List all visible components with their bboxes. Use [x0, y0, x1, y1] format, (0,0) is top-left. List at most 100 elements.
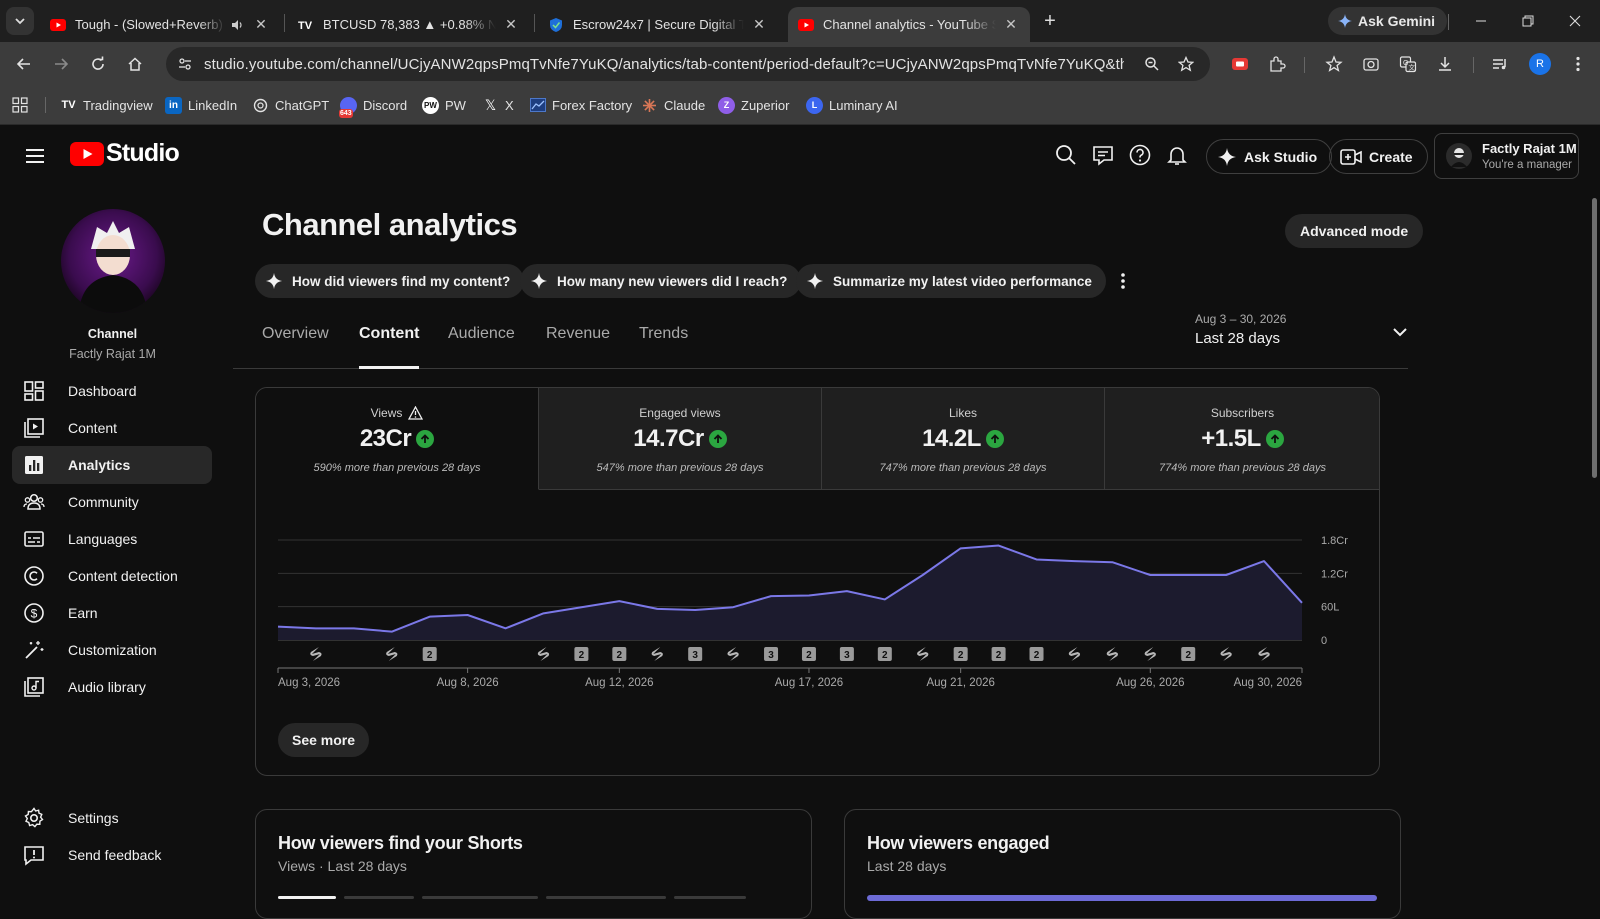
- date-range-picker[interactable]: Aug 3 – 30, 2026 Last 28 days: [1195, 312, 1286, 347]
- bookmark-x[interactable]: 𝕏 X: [482, 94, 514, 116]
- page-scrollbar[interactable]: [1590, 184, 1600, 900]
- tab-revenue[interactable]: Revenue: [546, 325, 610, 369]
- back-button[interactable]: [10, 50, 38, 78]
- more-vert-icon[interactable]: [1564, 50, 1592, 78]
- comments-button[interactable]: [1089, 141, 1117, 169]
- extension-red-icon[interactable]: [1226, 50, 1254, 78]
- browser-tab-studio[interactable]: Channel analytics - YouTube Studio ✕: [788, 7, 1030, 42]
- site-info-icon[interactable]: [170, 49, 200, 79]
- close-tab-icon[interactable]: ✕: [753, 16, 765, 32]
- help-button[interactable]: [1126, 141, 1154, 169]
- upload-count-marker: [422, 647, 437, 661]
- restore-icon[interactable]: [1513, 8, 1543, 34]
- advanced-mode-button[interactable]: Advanced mode: [1285, 214, 1424, 248]
- y-tick-label: 1.8Cr: [1321, 535, 1348, 547]
- notifications-button[interactable]: [1163, 141, 1191, 169]
- ask-studio-label: Ask Studio: [1244, 148, 1318, 165]
- tab-audience[interactable]: Audience: [448, 325, 515, 369]
- bookmark-chatgpt[interactable]: ChatGPT: [252, 94, 329, 116]
- see-more-button[interactable]: See more: [278, 723, 370, 757]
- home-button[interactable]: [121, 50, 149, 78]
- metric-views[interactable]: Views 23Cr 590% more than previous 28 da…: [256, 388, 539, 490]
- ask-gemini-button[interactable]: Ask Gemini: [1328, 7, 1448, 35]
- sidebar-item-settings[interactable]: Settings: [12, 799, 212, 837]
- tab-search-button[interactable]: [6, 7, 34, 35]
- tab-separator: [284, 14, 285, 32]
- account-switcher[interactable]: Factly Rajat 1M You're a manager: [1434, 133, 1579, 179]
- arrow-right-icon: [55, 58, 69, 70]
- sidebar-item-audio-library[interactable]: Audio library: [12, 668, 212, 706]
- sidebar-item-earn[interactable]: $ Earn: [12, 594, 212, 632]
- metric-likes[interactable]: Likes 14.2L 747% more than previous 28 d…: [822, 388, 1105, 490]
- source-chip-strip[interactable]: [546, 896, 666, 899]
- bookmark-forex-factory[interactable]: Forex Factory: [529, 94, 632, 116]
- suggestion-chip-find-content[interactable]: How did viewers find my content?: [255, 264, 525, 298]
- browser-tab-tradingview[interactable]: TV BTCUSD 78,383 ▲ +0.88% Napoli ✕: [288, 7, 530, 42]
- date-range-dropdown[interactable]: [1388, 320, 1412, 344]
- bookmark-discord[interactable]: 643 Discord: [339, 94, 407, 118]
- download-icon[interactable]: [1431, 50, 1459, 78]
- minimize-icon[interactable]: [1466, 8, 1496, 34]
- extensions-puzzle-icon[interactable]: [1263, 50, 1291, 78]
- warning-icon[interactable]: [408, 406, 424, 420]
- bookmark-label: Luminary AI: [829, 97, 898, 113]
- media-control-icon[interactable]: [1486, 50, 1514, 78]
- search-button[interactable]: [1052, 141, 1080, 169]
- browser-tab-music[interactable]: Tough - (Slowed+Reverb) | Ki ✕: [40, 7, 280, 42]
- bookmark-linkedin[interactable]: in LinkedIn: [165, 94, 237, 116]
- views-line-chart[interactable]: 0 60L 1.2Cr 1.8Cr 2 2 2 3 3 2 3 2 2 2 2 2 Aug 3, 2026 Aug…: [256, 503, 1376, 733]
- scroll-thumb[interactable]: [1592, 198, 1597, 478]
- reload-button[interactable]: [84, 50, 112, 78]
- create-button[interactable]: Create: [1329, 139, 1428, 174]
- screenshot-icon[interactable]: [1357, 50, 1385, 78]
- more-options-button[interactable]: [1110, 268, 1136, 294]
- x-logo-icon: 𝕏: [484, 96, 497, 113]
- sidebar-item-customization[interactable]: Customization: [12, 631, 212, 669]
- tab-content[interactable]: Content: [359, 325, 420, 369]
- sidebar-item-content-detection[interactable]: Content detection: [12, 557, 212, 595]
- close-window-icon[interactable]: [1560, 8, 1590, 34]
- bookmark-pw[interactable]: PW PW: [422, 94, 466, 116]
- sidebar-item-dashboard[interactable]: Dashboard: [12, 372, 212, 410]
- apps-grid-icon[interactable]: [12, 94, 28, 116]
- tab-trends[interactable]: Trends: [639, 325, 688, 369]
- star-list-icon[interactable]: [1320, 50, 1348, 78]
- sidebar-item-languages[interactable]: Languages: [12, 520, 212, 558]
- tab-overview[interactable]: Overview: [262, 325, 329, 369]
- bookmark-star-icon[interactable]: [1172, 50, 1200, 78]
- bookmark-tradingview[interactable]: TV Tradingview: [60, 94, 152, 116]
- sidebar-item-community[interactable]: Community: [12, 483, 212, 521]
- profile-avatar[interactable]: R: [1526, 50, 1554, 78]
- source-chip-strip[interactable]: [674, 896, 746, 899]
- channel-avatar[interactable]: [61, 209, 165, 313]
- ask-studio-button[interactable]: Ask Studio: [1206, 139, 1333, 174]
- menu-button[interactable]: [22, 143, 48, 169]
- forward-button[interactable]: [47, 50, 75, 78]
- source-chip-strip[interactable]: [422, 896, 538, 899]
- close-tab-icon[interactable]: ✕: [505, 16, 517, 32]
- metric-subscribers[interactable]: Subscribers +1.5L 774% more than previou…: [1105, 388, 1379, 490]
- suggestion-chip-new-viewers[interactable]: How many new viewers did I reach?: [520, 264, 802, 298]
- sidebar-item-analytics[interactable]: Analytics: [12, 446, 212, 484]
- speaker-icon[interactable]: [228, 16, 246, 34]
- close-tab-icon[interactable]: ✕: [255, 16, 267, 32]
- address-bar[interactable]: studio.youtube.com/channel/UCjyANW2qpsPm…: [166, 47, 1210, 81]
- studio-logo[interactable]: Studio: [70, 139, 180, 168]
- source-chip-strip[interactable]: [344, 896, 414, 899]
- source-chip-strip[interactable]: [278, 896, 336, 899]
- close-tab-icon[interactable]: ✕: [1005, 16, 1017, 32]
- sidebar-item-send-feedback[interactable]: Send feedback: [12, 836, 212, 874]
- bookmark-luminary[interactable]: L Luminary AI: [806, 94, 898, 116]
- browser-tab-escrow[interactable]: Escrow24x7 | Secure Digital Transactions…: [538, 7, 778, 42]
- sidebar-item-content[interactable]: Content: [12, 409, 212, 447]
- metric-label: Subscribers: [1210, 406, 1275, 420]
- new-tab-button[interactable]: +: [1044, 9, 1056, 32]
- upload-count-marker: [1029, 647, 1044, 661]
- bookmark-zuperior[interactable]: Z Zuperior: [718, 94, 789, 116]
- bookmark-claude[interactable]: Claude: [641, 94, 705, 116]
- metric-engaged-views[interactable]: Engaged views 14.7Cr 547% more than prev…: [539, 388, 822, 490]
- zoom-icon[interactable]: [1138, 50, 1166, 78]
- date-range-period: Last 28 days: [1195, 330, 1281, 347]
- suggestion-chip-summarize[interactable]: Summarize my latest video performance: [796, 264, 1106, 298]
